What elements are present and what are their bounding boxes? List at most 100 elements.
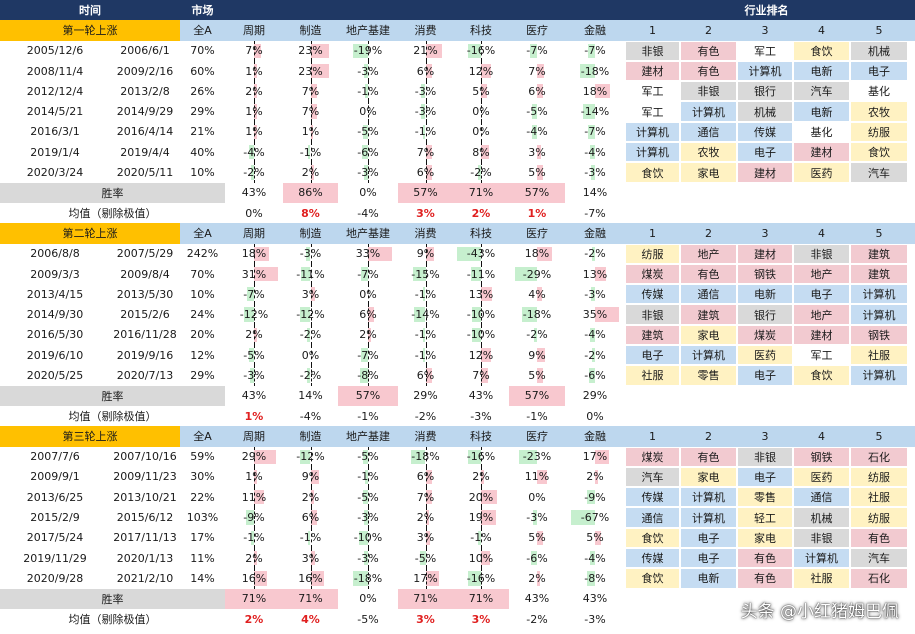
category-return-cell: -1% bbox=[283, 142, 338, 163]
return-bar bbox=[518, 449, 537, 464]
mean-value: 1% bbox=[527, 206, 547, 220]
zero-axis-line bbox=[254, 243, 255, 264]
category-return-cell: -9% bbox=[225, 507, 283, 528]
zero-axis-line bbox=[310, 487, 312, 508]
col-header: 地产基建 bbox=[346, 24, 390, 38]
end-date: 2020/1/13 bbox=[116, 551, 174, 565]
category-return-cell: -8% bbox=[338, 365, 398, 386]
category-return-cell: 1% bbox=[225, 466, 283, 488]
mean-row: 均值（剔除极值） 2% 4% -5% 3% 3% -2% -3% bbox=[0, 609, 915, 629]
zero-axis-line bbox=[368, 466, 369, 488]
zero-axis-line bbox=[368, 263, 369, 285]
col-header-all: 全A bbox=[193, 24, 212, 38]
industry-rank-cell: 家电 bbox=[681, 325, 736, 345]
return-value: -14% bbox=[580, 105, 610, 119]
zero-axis-line bbox=[368, 162, 369, 183]
data-row: 2020/3/24 2020/5/11 10% -2% 2% -3% 6% -2% 5% -3% 食… bbox=[0, 162, 915, 183]
zero-axis-line bbox=[368, 81, 369, 102]
return-bar bbox=[247, 287, 254, 302]
return-value: 17% bbox=[413, 571, 438, 585]
return-value: 2% bbox=[245, 551, 263, 565]
industry-rank-cell: 有色 bbox=[681, 264, 736, 284]
return-value: 2% bbox=[416, 511, 435, 525]
category-return-cell: -1% bbox=[398, 121, 453, 143]
return-value: 13% bbox=[468, 287, 494, 301]
return-value: 33% bbox=[355, 247, 381, 261]
industry-rank-cell: 电新 bbox=[738, 285, 792, 304]
zero-axis-line bbox=[368, 365, 369, 386]
category-return-cell: 0% bbox=[453, 121, 509, 143]
zero-axis-line bbox=[481, 487, 482, 508]
industry-rank-cell: 计算机 bbox=[681, 346, 736, 365]
market-return: 14% bbox=[190, 571, 215, 585]
return-value: -1% bbox=[243, 531, 265, 545]
category-return-cell: 5% bbox=[509, 528, 565, 548]
win-rate-value: 43% bbox=[468, 389, 494, 403]
zero-axis-line bbox=[481, 162, 482, 183]
category-return-cell: 17% bbox=[398, 568, 453, 589]
category-return-cell: 0% bbox=[283, 345, 338, 366]
data-row: 2013/4/15 2013/5/30 10% -7% 3% 0% -1% 13% 4% -3% 传… bbox=[0, 284, 915, 305]
return-bar bbox=[365, 84, 368, 99]
return-value: -7% bbox=[243, 287, 265, 301]
data-row: 2012/12/4 2013/2/8 26% 2% 7% -1% -3% 5% 6% 18% 军工非… bbox=[0, 81, 915, 102]
category-return-cell: -10% bbox=[453, 324, 509, 346]
category-return-cell: 23% bbox=[283, 40, 338, 61]
zero-axis-line bbox=[481, 446, 482, 467]
return-value: -5% bbox=[357, 125, 379, 139]
category-return-cell: 16% bbox=[283, 568, 338, 589]
category-return-cell: -67% bbox=[565, 507, 625, 527]
industry-rank-cell: 社服 bbox=[626, 366, 679, 385]
return-value: -11% bbox=[466, 267, 496, 281]
return-bar bbox=[310, 551, 315, 566]
return-bar bbox=[413, 307, 426, 322]
header-row: 时间 市场 行业排名 bbox=[0, 0, 915, 21]
col-header: 科技 bbox=[470, 24, 492, 38]
return-bar bbox=[254, 571, 268, 586]
return-bar bbox=[481, 469, 485, 485]
zero-axis-line bbox=[310, 162, 312, 183]
return-bar bbox=[481, 63, 492, 79]
industry-rank-cell: 食饮 bbox=[626, 528, 679, 548]
zero-axis-line bbox=[425, 60, 427, 82]
category-return-cell: -3% bbox=[283, 243, 338, 264]
category-return-cell: 13% bbox=[453, 284, 509, 305]
return-value: -7% bbox=[584, 125, 606, 139]
category-return-cell: 21% bbox=[398, 40, 453, 61]
category-return-cell: 18% bbox=[509, 244, 565, 264]
industry-rank-cell: 建筑 bbox=[851, 264, 907, 284]
return-bar bbox=[245, 510, 254, 525]
win-rate-value: 29% bbox=[413, 389, 438, 403]
return-bar bbox=[362, 449, 368, 464]
category-return-cell: 1% bbox=[225, 101, 283, 122]
return-value: 9% bbox=[416, 247, 435, 261]
industry-rank-cell: 建材 bbox=[738, 244, 792, 263]
category-return-cell: -5% bbox=[338, 446, 398, 467]
zero-axis-line bbox=[254, 568, 255, 589]
return-value: -10% bbox=[353, 531, 383, 545]
start-date: 2006/8/8 bbox=[30, 247, 80, 261]
zero-axis-line bbox=[254, 121, 255, 143]
category-return-cell: -7% bbox=[565, 122, 625, 142]
return-value: -2% bbox=[299, 368, 322, 382]
mean-value: -2% bbox=[414, 409, 437, 423]
return-value: -5% bbox=[414, 551, 437, 565]
industry-rank-cell: 传媒 bbox=[626, 285, 679, 304]
return-value: 6% bbox=[416, 368, 435, 382]
category-return-cell: -2% bbox=[225, 162, 283, 183]
return-bar bbox=[583, 104, 595, 119]
return-value: 0% bbox=[472, 125, 490, 139]
col-header-all: 全A bbox=[193, 227, 212, 241]
win-rate-row: 胜率 43% 86% 0% 57% 71% 57% 14% bbox=[0, 182, 915, 203]
industry-rank-cell: 计算机 bbox=[851, 285, 907, 304]
zero-axis-line bbox=[368, 121, 369, 143]
return-value: 0% bbox=[359, 105, 377, 119]
win-rate-value: 14% bbox=[298, 389, 323, 403]
market-return: 22% bbox=[190, 490, 215, 504]
return-bar bbox=[254, 63, 257, 79]
col-header-all: 全A bbox=[193, 430, 212, 444]
return-bar bbox=[365, 469, 368, 485]
industry-rank-cell: 电子 bbox=[738, 366, 792, 385]
return-value: 2% bbox=[586, 470, 604, 484]
data-row: 2017/5/24 2017/11/13 17% -1% -1% -10% 3% -1% 5% 5… bbox=[0, 527, 915, 549]
